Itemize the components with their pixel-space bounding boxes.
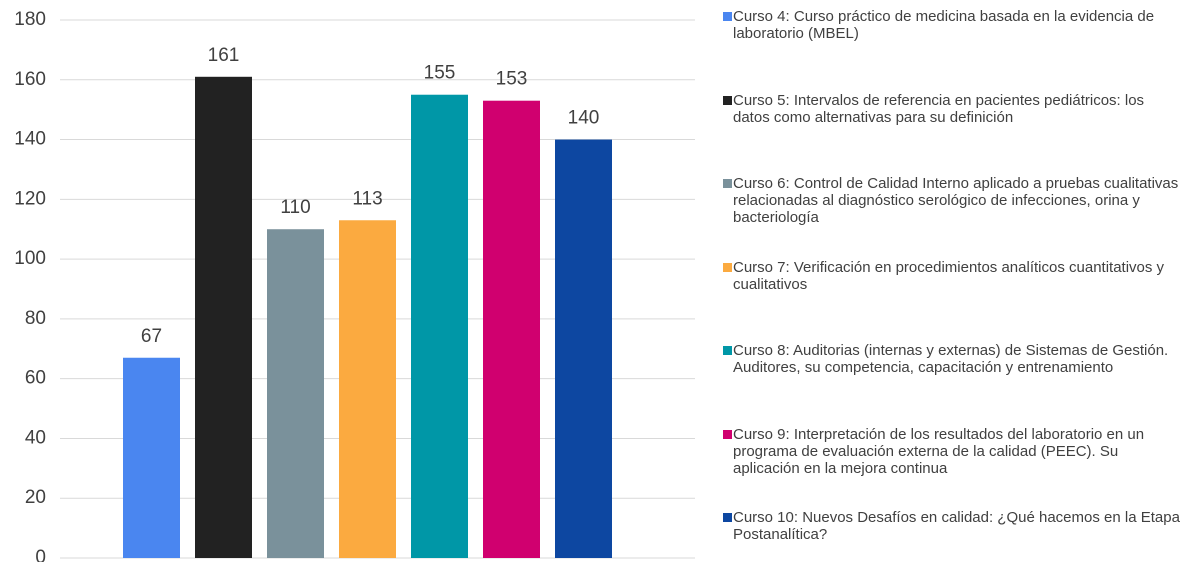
legend-entry: Curso 8: Auditorias (internas y externas… (723, 342, 1183, 376)
bar (555, 139, 612, 559)
y-tick-label: 80 (25, 308, 46, 329)
legend-entry: Curso 7: Verificación en procedimientos … (723, 259, 1183, 293)
data-label: 140 (568, 108, 600, 129)
data-label: 155 (424, 63, 456, 84)
legend-swatch (723, 262, 732, 272)
legend-entry: Curso 6: Control de Calidad Interno apli… (723, 175, 1183, 226)
y-tick-label: 20 (25, 487, 46, 508)
y-tick-label: 180 (14, 9, 46, 30)
legend-swatch (723, 95, 732, 105)
legend-label: Curso 5: Intervalos de referencia en pac… (733, 91, 1145, 126)
legend-label: Curso 6: Control de Calidad Interno apli… (733, 175, 1179, 226)
bar (123, 357, 180, 558)
legend-label: Curso 10: Nuevos Desafíos en calidad: ¿Q… (733, 509, 1180, 543)
bar (195, 76, 252, 559)
legend-swatch (723, 346, 732, 355)
y-tick-label: 0 (35, 547, 46, 562)
legend-swatch (723, 12, 732, 21)
legend-entry: Curso 10: Nuevos Desafíos en calidad: ¿Q… (723, 509, 1183, 543)
legend-entry: Curso 9: Interpretación de los resultado… (723, 426, 1183, 477)
data-label: 161 (208, 45, 240, 66)
data-label: 153 (496, 69, 528, 90)
legend-entry: Curso 4: Curso práctico de medicina basa… (723, 8, 1183, 42)
legend-label: Curso 7: Verificación en procedimientos … (733, 258, 1165, 293)
y-tick-label: 60 (25, 368, 46, 389)
y-tick-label: 140 (14, 129, 46, 150)
y-tick-label: 160 (14, 69, 46, 90)
data-label: 67 (141, 326, 162, 347)
legend-swatch (723, 179, 732, 188)
y-tick-label: 40 (25, 427, 46, 448)
legend-label: Curso 9: Interpretación de los resultado… (733, 425, 1145, 477)
legend-label: Curso 8: Auditorias (internas y externas… (733, 342, 1169, 376)
bar (411, 94, 468, 558)
bar (339, 220, 396, 558)
bar (483, 100, 540, 558)
legend-swatch (723, 429, 732, 439)
legend-label: Curso 4: Curso práctico de medicina basa… (733, 8, 1155, 42)
bar (267, 229, 324, 558)
legend-swatch (723, 513, 732, 522)
data-label: 110 (280, 197, 310, 218)
legend-entry: Curso 5: Intervalos de referencia en pac… (723, 92, 1183, 126)
data-label: 113 (352, 188, 382, 209)
y-tick-label: 100 (14, 248, 46, 269)
y-tick-label: 120 (14, 188, 46, 209)
